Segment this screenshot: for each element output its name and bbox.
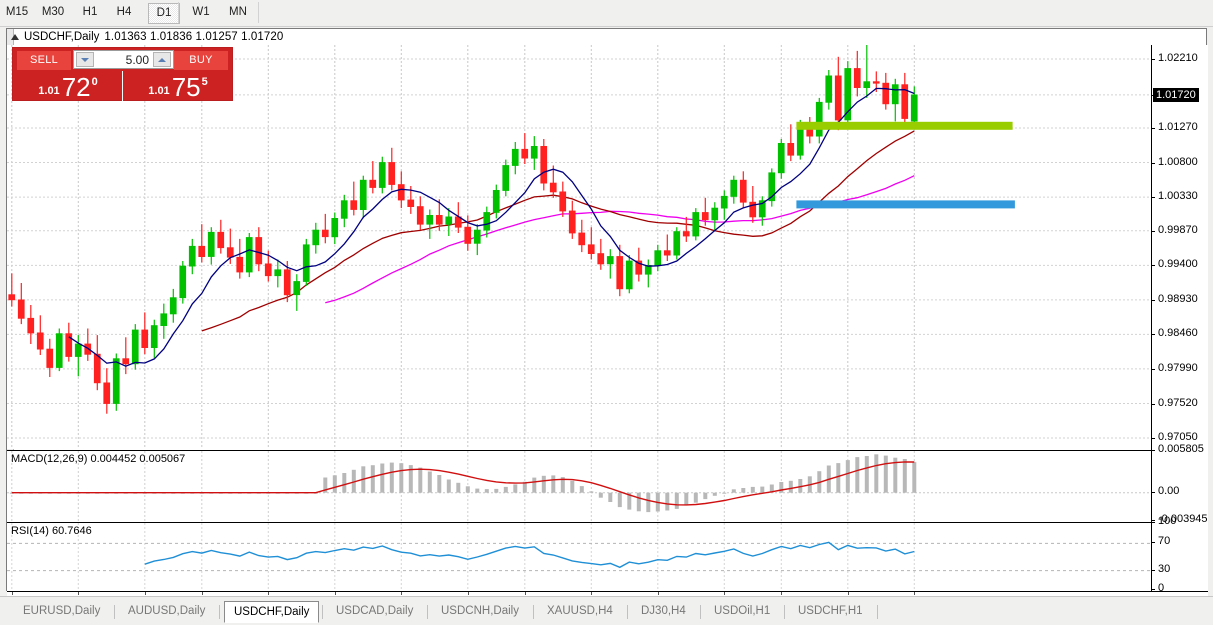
rsi-tick-label: 70 [1158, 535, 1171, 548]
price-tick-label: 1.00330 [1158, 190, 1198, 203]
timeframe-w1[interactable]: W1 [192, 6, 210, 18]
sell-price-prefix: 1.01 [38, 85, 60, 97]
chart-tab-xauusd-h4[interactable]: XAUUSD,H4 [547, 605, 613, 617]
tab-separator [627, 605, 628, 619]
macd-chart-svg [7, 451, 1151, 521]
price-tick-label: 1.02210 [1158, 52, 1198, 64]
time-tick [201, 592, 203, 595]
tab-separator [427, 605, 428, 619]
toolbar-separator [258, 2, 259, 23]
tab-separator [533, 605, 534, 619]
rsi-tick-label: 0 [1158, 582, 1165, 594]
tab-separator [877, 605, 878, 619]
macd-tick-label: 0.005805 [1158, 443, 1204, 455]
price-pane[interactable] [7, 45, 1151, 449]
volume-stepper[interactable]: 5.00 [73, 50, 174, 69]
price-tick-label: 0.97990 [1158, 361, 1198, 374]
time-tick [144, 592, 146, 595]
current-price-tag: 1.01720 [1153, 87, 1199, 102]
chart-tab-usdchf-h1[interactable]: USDCHF,H1 [798, 605, 863, 617]
buy-price-prefix: 1.01 [148, 85, 170, 97]
chart-tab-usdcnh-daily[interactable]: USDCNH,Daily [441, 605, 519, 617]
collapse-triangle-icon[interactable] [11, 34, 19, 40]
time-tick [268, 592, 270, 595]
tab-separator [700, 605, 701, 619]
macd-tick-label: -0.003945 [1158, 513, 1208, 525]
timeframe-toolbar: M15 M30 H1 H4 D1 W1 MN [0, 0, 1213, 27]
time-tick [524, 592, 526, 595]
timeframe-m30[interactable]: M30 [41, 6, 65, 18]
one-click-trading-panel: SELL 5.00 BUY 1.01 72 0 1.01 75 5 [12, 47, 233, 101]
sell-price-fraction: 0 [91, 76, 98, 88]
time-tick [334, 592, 336, 595]
rsi-chart-svg [7, 523, 1151, 591]
chart-title-row: USDCHF,Daily 1.01363 1.01836 1.01257 1.0… [7, 29, 1206, 45]
one-click-controls: SELL 5.00 BUY [13, 48, 232, 71]
chart-tab-usdoil-h1[interactable]: USDOil,H1 [714, 605, 771, 617]
time-tick [847, 592, 849, 595]
chevron-down-icon [81, 57, 89, 62]
timeframe-m15[interactable]: M15 [5, 6, 29, 18]
buy-button[interactable]: BUY [174, 51, 228, 70]
chart-ohlc-values: 1.01363 1.01836 1.01257 1.01720 [104, 31, 284, 43]
time-tick [11, 592, 13, 595]
chevron-up-icon [158, 57, 166, 62]
buy-price-fraction: 5 [201, 76, 208, 88]
timeframe-h4[interactable]: H4 [116, 6, 132, 18]
price-tick-label: 0.97050 [1158, 431, 1198, 443]
support-line [796, 200, 1015, 209]
price-tick-label: 0.97520 [1158, 396, 1198, 409]
volume-decrease-button[interactable] [76, 52, 94, 67]
time-tick [78, 592, 80, 595]
price-tick-label: 0.98460 [1158, 327, 1198, 340]
timeframe-h1[interactable]: H1 [82, 6, 98, 18]
tab-separator [322, 605, 323, 619]
time-tick [467, 592, 469, 595]
rsi-tick-label: 30 [1158, 562, 1171, 575]
sell-button[interactable]: SELL [17, 51, 71, 70]
chart-symbol-title: USDCHF,Daily [24, 31, 100, 43]
resistance-line [796, 121, 1013, 130]
time-tick [401, 592, 403, 595]
price-scale[interactable]: 1.02210 1.01720 1.01270 1.00800 1.00330 0.998… [1151, 45, 1208, 594]
chart-tab-bar: EURUSD,Daily AUDUSD,Daily USDCHF,Daily USDC… [0, 596, 1213, 625]
time-tick [914, 592, 916, 595]
chart-tab-usdcad-daily[interactable]: USDCAD,Daily [336, 605, 414, 617]
price-tick-label: 1.00800 [1158, 155, 1198, 168]
volume-value: 5.00 [125, 53, 149, 67]
tab-separator [784, 605, 785, 619]
buy-price-main: 75 [171, 72, 201, 102]
rsi-label: RSI(14) 60.7646 [11, 525, 92, 537]
price-chart-svg [7, 45, 1151, 449]
tab-separator [219, 605, 220, 619]
volume-increase-button[interactable] [153, 52, 171, 67]
time-tick [781, 592, 783, 595]
one-click-quotes: 1.01 72 0 1.01 75 5 [13, 71, 232, 101]
buy-price[interactable]: 1.01 75 5 [123, 71, 232, 101]
time-tick [591, 592, 593, 595]
tab-separator [114, 605, 115, 619]
sell-price[interactable]: 1.01 72 0 [13, 71, 123, 101]
timeframe-mn[interactable]: MN [229, 6, 247, 18]
macd-tick-label: 0.00 [1158, 484, 1180, 497]
price-tick-label: 0.99870 [1158, 223, 1198, 236]
macd-label: MACD(12,26,9) 0.004452 0.005067 [11, 453, 186, 465]
toolbar-separator [178, 2, 179, 23]
timeframe-d1[interactable]: D1 [148, 3, 180, 24]
macd-pane[interactable]: MACD(12,26,9) 0.004452 0.005067 [7, 450, 1151, 523]
chart-tab-dj30-h4[interactable]: DJ30,H4 [641, 605, 686, 617]
time-tick [724, 592, 726, 595]
chart-tab-usdchf-daily[interactable]: USDCHF,Daily [224, 601, 319, 623]
chart-tab-audusd-daily[interactable]: AUDUSD,Daily [128, 605, 206, 617]
price-tick-label: 0.99400 [1158, 258, 1198, 271]
chart-window: USDCHF,Daily 1.01363 1.01836 1.01257 1.0… [0, 28, 1208, 610]
chart-tab-eurusd-daily[interactable]: EURUSD,Daily [23, 605, 101, 617]
time-tick [657, 592, 659, 595]
price-tick-label: 0.98930 [1158, 292, 1198, 305]
rsi-tick-label: 100 [1158, 515, 1177, 527]
price-tick-label: 1.01270 [1158, 121, 1198, 133]
rsi-pane[interactable]: RSI(14) 60.7646 [7, 522, 1151, 592]
sell-price-main: 72 [61, 72, 91, 102]
